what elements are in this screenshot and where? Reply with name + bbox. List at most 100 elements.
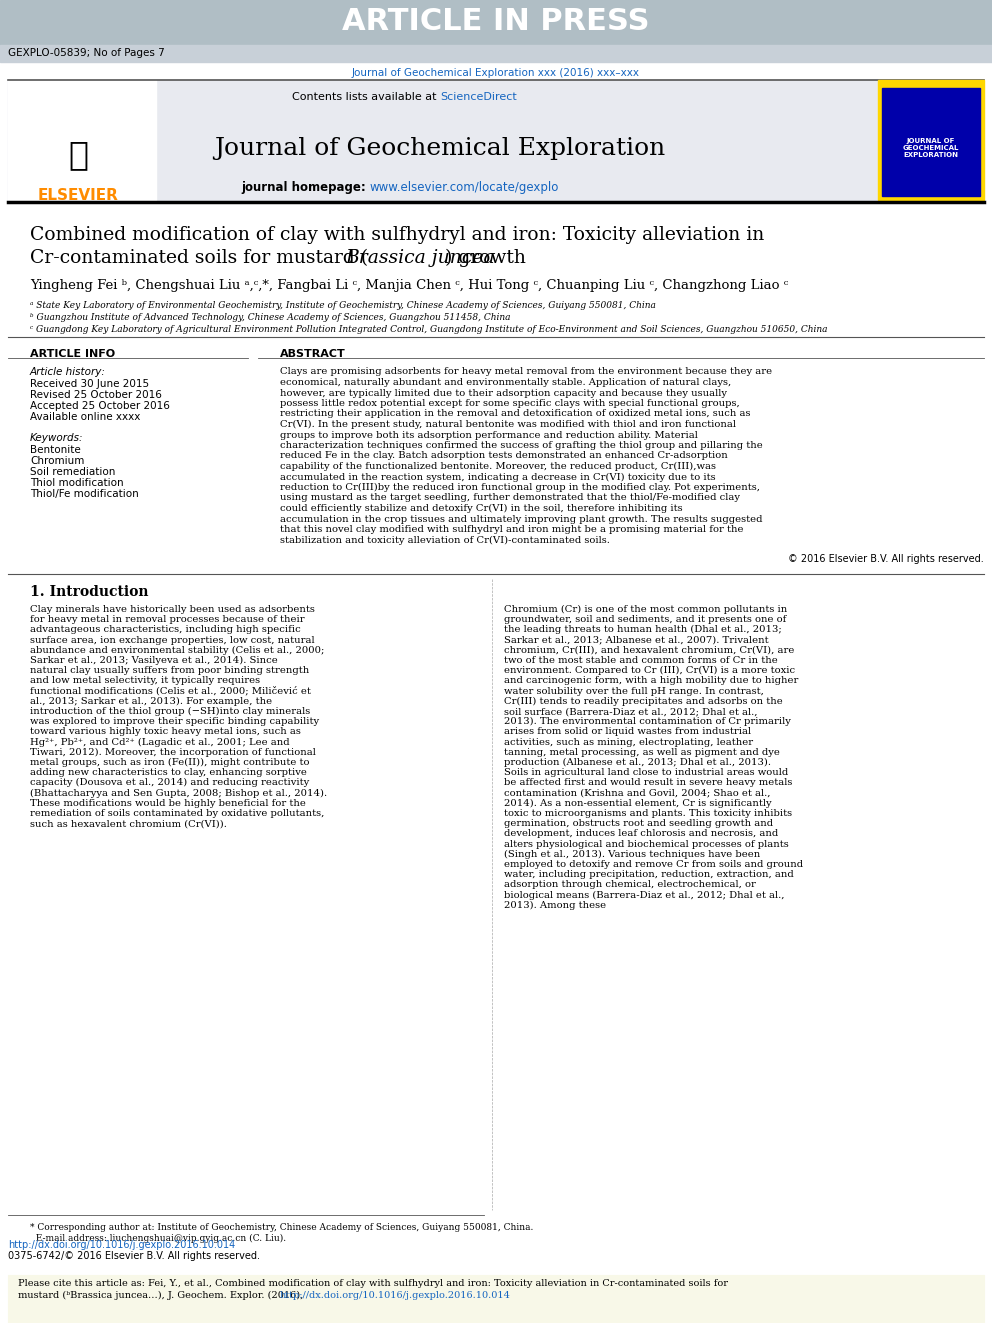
- Text: environment. Compared to Cr (III), Cr(VI) is a more toxic: environment. Compared to Cr (III), Cr(VI…: [504, 667, 796, 675]
- Text: such as hexavalent chromium (Cr(VI)).: such as hexavalent chromium (Cr(VI)).: [30, 819, 227, 828]
- Text: 🌳: 🌳: [68, 139, 88, 172]
- Bar: [0, 0, 992, 45]
- Text: Revised 25 October 2016: Revised 25 October 2016: [30, 390, 162, 400]
- Text: 2013). Among these: 2013). Among these: [504, 901, 606, 910]
- Text: toward various highly toxic heavy metal ions, such as: toward various highly toxic heavy metal …: [30, 728, 301, 737]
- Text: al., 2013; Sarkar et al., 2013). For example, the: al., 2013; Sarkar et al., 2013). For exa…: [30, 697, 272, 706]
- Text: Cr(VI). In the present study, natural bentonite was modified with thiol and iron: Cr(VI). In the present study, natural be…: [280, 419, 736, 429]
- Text: Chromium: Chromium: [30, 456, 84, 466]
- Text: Cr(III) tends to readily precipitates and adsorbs on the: Cr(III) tends to readily precipitates an…: [504, 697, 783, 706]
- Text: toxic to microorganisms and plants. This toxicity inhibits: toxic to microorganisms and plants. This…: [504, 808, 793, 818]
- Text: capability of the functionalized bentonite. Moreover, the reduced product, Cr(II: capability of the functionalized bentoni…: [280, 462, 716, 471]
- Text: be affected first and would result in severe heavy metals: be affected first and would result in se…: [504, 778, 793, 787]
- Text: Hg²⁺, Pb²⁺, and Cd²⁺ (Lagadic et al., 2001; Lee and: Hg²⁺, Pb²⁺, and Cd²⁺ (Lagadic et al., 20…: [30, 737, 290, 746]
- Text: water solubility over the full pH range. In contrast,: water solubility over the full pH range.…: [504, 687, 764, 696]
- Text: however, are typically limited due to their adsorption capacity and because they: however, are typically limited due to th…: [280, 389, 727, 397]
- Text: tanning, metal processing, as well as pigment and dye: tanning, metal processing, as well as pi…: [504, 747, 780, 757]
- Text: possess little redox potential except for some specific clays with special funct: possess little redox potential except fo…: [280, 400, 740, 407]
- Text: Combined modification of clay with sulfhydryl and iron: Toxicity alleviation in: Combined modification of clay with sulfh…: [30, 226, 764, 243]
- Text: E-mail address: liuchengshuai@vip.gyig.ac.cn (C. Liu).: E-mail address: liuchengshuai@vip.gyig.a…: [30, 1233, 286, 1242]
- Text: ABSTRACT: ABSTRACT: [280, 349, 346, 359]
- Text: functional modifications (Celis et al., 2000; Miličević et: functional modifications (Celis et al., …: [30, 687, 310, 696]
- Text: Contents lists available at: Contents lists available at: [292, 93, 440, 102]
- Text: (Bhattacharyya and Sen Gupta, 2008; Bishop et al., 2014).: (Bhattacharyya and Sen Gupta, 2008; Bish…: [30, 789, 327, 798]
- Text: Clays are promising adsorbents for heavy metal removal from the environment beca: Clays are promising adsorbents for heavy…: [280, 368, 772, 377]
- Text: development, induces leaf chlorosis and necrosis, and: development, induces leaf chlorosis and …: [504, 830, 779, 839]
- Text: http://dx.doi.org/10.1016/j.gexplo.2016.10.014: http://dx.doi.org/10.1016/j.gexplo.2016.…: [8, 1240, 235, 1250]
- Text: accumulated in the reaction system, indicating a decrease in Cr(VI) toxicity due: accumulated in the reaction system, indi…: [280, 472, 715, 482]
- Text: Keywords:: Keywords:: [30, 433, 83, 443]
- Text: ELSEVIER: ELSEVIER: [38, 188, 118, 202]
- Text: surface area, ion exchange properties, low cost, natural: surface area, ion exchange properties, l…: [30, 635, 314, 644]
- Text: JOURNAL OF
GEOCHEMICAL
EXPLORATION: JOURNAL OF GEOCHEMICAL EXPLORATION: [903, 138, 959, 157]
- Text: biological means (Barrera-Diaz et al., 2012; Dhal et al.,: biological means (Barrera-Diaz et al., 2…: [504, 890, 785, 900]
- Text: accumulation in the crop tissues and ultimately improving plant growth. The resu: accumulation in the crop tissues and ult…: [280, 515, 763, 524]
- Text: was explored to improve their specific binding capability: was explored to improve their specific b…: [30, 717, 319, 726]
- Text: economical, naturally abundant and environmentally stable. Application of natura: economical, naturally abundant and envir…: [280, 378, 731, 388]
- Text: journal homepage:: journal homepage:: [241, 181, 370, 194]
- Text: Brassica juncea: Brassica juncea: [345, 249, 495, 267]
- Text: germination, obstructs root and seedling growth and: germination, obstructs root and seedling…: [504, 819, 773, 828]
- Text: introduction of the thiol group (−SH)into clay minerals: introduction of the thiol group (−SH)int…: [30, 706, 310, 716]
- Text: Thiol modification: Thiol modification: [30, 478, 124, 488]
- Text: Article history:: Article history:: [30, 366, 106, 377]
- Text: ᵃ State Key Laboratory of Environmental Geochemistry, Institute of Geochemistry,: ᵃ State Key Laboratory of Environmental …: [30, 302, 656, 311]
- Bar: [8, 79, 878, 200]
- Text: chromium, Cr(III), and hexavalent chromium, Cr(VI), are: chromium, Cr(III), and hexavalent chromi…: [504, 646, 795, 655]
- Text: alters physiological and biochemical processes of plants: alters physiological and biochemical pro…: [504, 840, 789, 848]
- Text: arises from solid or liquid wastes from industrial: arises from solid or liquid wastes from …: [504, 728, 751, 737]
- Text: These modifications would be highly beneficial for the: These modifications would be highly bene…: [30, 799, 306, 808]
- Text: ARTICLE IN PRESS: ARTICLE IN PRESS: [342, 8, 650, 37]
- Text: ᵇ Guangzhou Institute of Advanced Technology, Chinese Academy of Sciences, Guang: ᵇ Guangzhou Institute of Advanced Techno…: [30, 314, 511, 323]
- Text: capacity (Dousova et al., 2014) and reducing reactivity: capacity (Dousova et al., 2014) and redu…: [30, 778, 310, 787]
- Text: reduced Fe in the clay. Batch adsorption tests demonstrated an enhanced Cr-adsor: reduced Fe in the clay. Batch adsorption…: [280, 451, 728, 460]
- Bar: [882, 89, 980, 196]
- Text: contamination (Krishna and Govil, 2004; Shao et al.,: contamination (Krishna and Govil, 2004; …: [504, 789, 771, 798]
- Text: Yingheng Fei ᵇ, Chengshuai Liu ᵃ,ᶜ,*, Fangbai Li ᶜ, Manjia Chen ᶜ, Hui Tong ᶜ, C: Yingheng Fei ᵇ, Chengshuai Liu ᵃ,ᶜ,*, Fa…: [30, 279, 789, 291]
- Text: Sarkar et al., 2013; Albanese et al., 2007). Trivalent: Sarkar et al., 2013; Albanese et al., 20…: [504, 635, 769, 644]
- Text: using mustard as the target seedling, further demonstrated that the thiol/Fe-mod: using mustard as the target seedling, fu…: [280, 493, 740, 503]
- Text: groundwater, soil and sediments, and it presents one of: groundwater, soil and sediments, and it …: [504, 615, 787, 624]
- Text: Accepted 25 October 2016: Accepted 25 October 2016: [30, 401, 170, 411]
- Text: 1. Introduction: 1. Introduction: [30, 585, 149, 598]
- Text: * Corresponding author at: Institute of Geochemistry, Chinese Academy of Science: * Corresponding author at: Institute of …: [30, 1222, 534, 1232]
- Text: for heavy metal in removal processes because of their: for heavy metal in removal processes bec…: [30, 615, 305, 624]
- Text: ᶜ Guangdong Key Laboratory of Agricultural Environment Pollution Integrated Cont: ᶜ Guangdong Key Laboratory of Agricultur…: [30, 325, 827, 335]
- Text: abundance and environmental stability (Celis et al., 2000;: abundance and environmental stability (C…: [30, 646, 324, 655]
- Text: 0375-6742/© 2016 Elsevier B.V. All rights reserved.: 0375-6742/© 2016 Elsevier B.V. All right…: [8, 1252, 260, 1261]
- Text: Tiwari, 2012). Moreover, the incorporation of functional: Tiwari, 2012). Moreover, the incorporati…: [30, 747, 315, 757]
- Text: ARTICLE INFO: ARTICLE INFO: [30, 349, 115, 359]
- Text: (Singh et al., 2013). Various techniques have been: (Singh et al., 2013). Various techniques…: [504, 849, 760, 859]
- Text: ScienceDirect: ScienceDirect: [440, 93, 517, 102]
- Text: Chromium (Cr) is one of the most common pollutants in: Chromium (Cr) is one of the most common …: [504, 605, 788, 614]
- Text: GEXPLO-05839; No of Pages 7: GEXPLO-05839; No of Pages 7: [8, 48, 165, 58]
- Text: reduction to Cr(III)by the reduced iron functional group in the modified clay. P: reduction to Cr(III)by the reduced iron …: [280, 483, 760, 492]
- Text: natural clay usually suffers from poor binding strength: natural clay usually suffers from poor b…: [30, 667, 310, 675]
- Text: metal groups, such as iron (Fe(II)), might contribute to: metal groups, such as iron (Fe(II)), mig…: [30, 758, 310, 767]
- Bar: [0, 45, 992, 62]
- Text: Journal of Geochemical Exploration xxx (2016) xxx–xxx: Journal of Geochemical Exploration xxx (…: [352, 67, 640, 78]
- Text: Sarkar et al., 2013; Vasilyeva et al., 2014). Since: Sarkar et al., 2013; Vasilyeva et al., 2…: [30, 656, 278, 665]
- Text: characterization techniques confirmed the success of grafting the thiol group an: characterization techniques confirmed th…: [280, 441, 763, 450]
- Text: Please cite this article as: Fei, Y., et al., Combined modification of clay with: Please cite this article as: Fei, Y., et…: [18, 1279, 728, 1289]
- Text: restricting their application in the removal and detoxification of oxidized meta: restricting their application in the rem…: [280, 410, 751, 418]
- Text: stabilization and toxicity alleviation of Cr(VI)-contaminated soils.: stabilization and toxicity alleviation o…: [280, 536, 610, 545]
- Text: ) growth: ) growth: [445, 249, 526, 267]
- Text: Journal of Geochemical Exploration: Journal of Geochemical Exploration: [214, 136, 666, 160]
- Text: activities, such as mining, electroplating, leather: activities, such as mining, electroplati…: [504, 738, 753, 746]
- Text: Soil remediation: Soil remediation: [30, 467, 115, 478]
- Text: two of the most stable and common forms of Cr in the: two of the most stable and common forms …: [504, 656, 778, 665]
- Text: Available online xxxx: Available online xxxx: [30, 411, 141, 422]
- Text: production (Albanese et al., 2013; Dhal et al., 2013).: production (Albanese et al., 2013; Dhal …: [504, 758, 771, 767]
- Text: Thiol/Fe modification: Thiol/Fe modification: [30, 490, 139, 499]
- Text: adsorption through chemical, electrochemical, or: adsorption through chemical, electrochem…: [504, 880, 756, 889]
- Text: mustard (ᵇBrassica juncea…), J. Geochem. Explor. (2016),: mustard (ᵇBrassica juncea…), J. Geochem.…: [18, 1290, 307, 1299]
- Text: could efficiently stabilize and detoxify Cr(VI) in the soil, therefore inhibitin: could efficiently stabilize and detoxify…: [280, 504, 682, 513]
- Text: http://dx.doi.org/10.1016/j.gexplo.2016.10.014: http://dx.doi.org/10.1016/j.gexplo.2016.…: [280, 1290, 511, 1299]
- Bar: [8, 79, 156, 200]
- Text: soil surface (Barrera-Diaz et al., 2012; Dhal et al.,: soil surface (Barrera-Diaz et al., 2012;…: [504, 706, 758, 716]
- Text: 2014). As a non-essential element, Cr is significantly: 2014). As a non-essential element, Cr is…: [504, 799, 772, 808]
- Text: Received 30 June 2015: Received 30 June 2015: [30, 378, 149, 389]
- Text: www.elsevier.com/locate/gexplo: www.elsevier.com/locate/gexplo: [370, 181, 559, 194]
- Text: and low metal selectivity, it typically requires: and low metal selectivity, it typically …: [30, 676, 260, 685]
